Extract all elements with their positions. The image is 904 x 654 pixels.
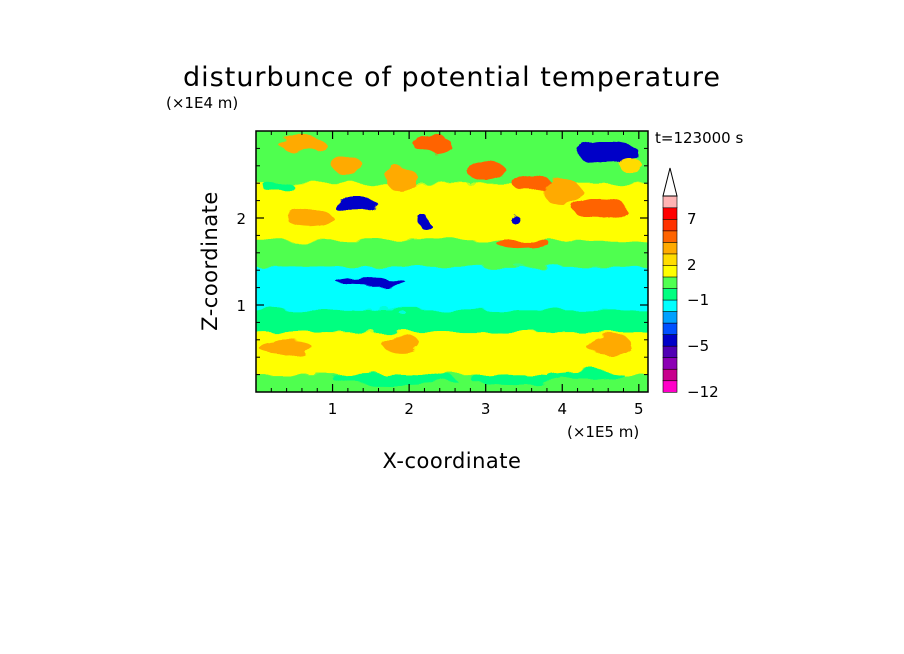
y-unit-label: (×1E4 m) (166, 94, 238, 112)
contour-feature-5 (573, 198, 628, 220)
contour-feature-11 (332, 157, 364, 175)
contour-feature-8 (512, 174, 551, 192)
colorbar-swatch (662, 253, 678, 266)
x-tick-label: 5 (634, 400, 644, 418)
colorbar-swatch (662, 310, 678, 324)
time-label: t=123000 s (655, 129, 743, 147)
contour-feature-0 (332, 197, 379, 212)
contour-feature-20 (332, 372, 456, 386)
contour-band-1 (256, 331, 648, 376)
colorbar-label: −1 (687, 291, 709, 309)
contour-feature-2 (577, 141, 639, 165)
y-tick-label: 2 (236, 210, 246, 228)
contour-feature-1 (336, 277, 406, 286)
colorbar-swatch (662, 380, 678, 393)
contour-feature-15 (382, 335, 421, 353)
contour-feature-14 (543, 178, 582, 205)
x-tick-label: 4 (557, 400, 567, 418)
contour-band-3 (256, 265, 648, 311)
colorbar-swatch (662, 299, 678, 312)
colorbar-swatch (662, 230, 678, 243)
x-tick-label: 3 (481, 400, 491, 418)
contour-feature-7 (466, 159, 505, 181)
contour-feature-19 (263, 181, 295, 194)
y-axis-label: Z-coordinate (198, 191, 222, 331)
contour-band-4 (256, 239, 648, 267)
plot-frame (255, 130, 649, 393)
colorbar-swatch (662, 287, 678, 301)
colorbar-label: −12 (687, 383, 719, 401)
colorbar-swatch (662, 218, 678, 232)
contour-feature-17 (259, 341, 314, 356)
colorbar-label: −5 (687, 337, 709, 355)
x-tick-label: 1 (328, 400, 338, 418)
x-tick-label: 2 (404, 400, 414, 418)
contour-feature-21 (470, 373, 563, 385)
colorbar-swatch (662, 345, 678, 359)
y-tick-label: 1 (236, 297, 246, 315)
contour-feature-9 (497, 238, 551, 250)
colorbar-swatch (662, 368, 678, 382)
colorbar-swatch (662, 276, 678, 289)
contour-feature-16 (585, 333, 632, 355)
contour-bands (256, 131, 648, 392)
x-axis-label: X-coordinate (383, 449, 522, 473)
chart-title: disturbunce of potential temperature (183, 62, 721, 93)
colorbar-swatch (662, 334, 678, 347)
contour-band-2 (256, 309, 648, 333)
colorbar-swatch (662, 241, 678, 255)
contour-feature-6 (412, 135, 452, 153)
x-unit-label: (×1E5 m) (567, 423, 639, 441)
contour-feature-13 (386, 165, 417, 192)
colorbar-swatch (662, 264, 678, 278)
contour-feature-18 (619, 158, 643, 173)
contour-feature-12 (286, 209, 333, 227)
contour-plot-area (256, 131, 648, 392)
colorbar: −12−5−127 (662, 167, 719, 401)
colorbar-extend-arrow (662, 167, 678, 197)
contour-feature-10 (278, 135, 325, 153)
colorbar-swatch (662, 322, 678, 335)
contour-feature-22 (546, 370, 624, 379)
contour-features (259, 135, 643, 386)
colorbar-swatch (662, 357, 678, 370)
y-axis-ticks: 12 (236, 147, 648, 376)
colorbar-label: 7 (687, 210, 697, 228)
x-axis-ticks: 1 2 3 4 5 (270, 131, 644, 418)
contour-feature-3 (419, 215, 430, 230)
contour-feature-4 (511, 216, 521, 225)
colorbar-label: 2 (687, 256, 697, 274)
colorbar-swatch (662, 195, 678, 209)
colorbar-swatch (662, 207, 678, 220)
